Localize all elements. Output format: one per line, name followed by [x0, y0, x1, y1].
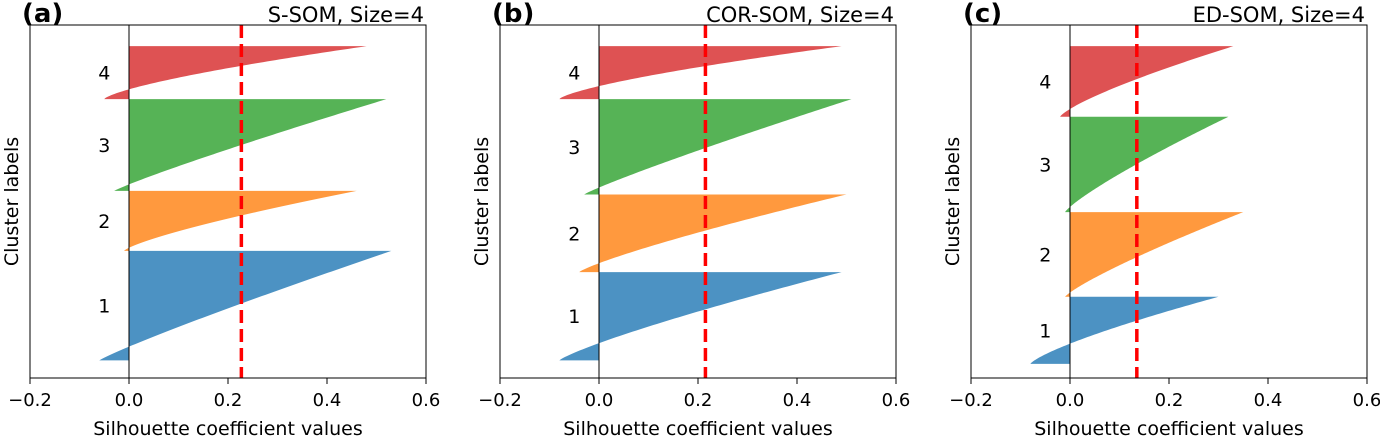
cluster-label-2: 2 [568, 223, 580, 245]
x-tick-label: 0.0 [115, 390, 144, 411]
cluster-3-silhouette [584, 99, 852, 195]
x-tick-label: 0.2 [1155, 390, 1184, 411]
cluster-label-1: 1 [1039, 320, 1051, 342]
panel-2: 1 2 3 4 −0.2 0.0 0.2 0.4 0.6 Silhouette coefficie… [471, 0, 910, 437]
y-axis-label: Cluster labels [942, 137, 964, 266]
panel-letter: (b) [492, 0, 534, 29]
cluster-label-1: 1 [98, 296, 110, 318]
cluster-label-3: 3 [1039, 154, 1051, 176]
cluster-1-silhouette [1030, 296, 1219, 364]
y-axis-label: Cluster labels [471, 137, 493, 266]
cluster-label-4: 4 [1039, 71, 1051, 93]
x-tick-label: 0.0 [1056, 390, 1085, 411]
x-axis-label: Silhouette coefficient values [563, 418, 833, 437]
cluster-label-4: 4 [568, 63, 580, 85]
x-tick-label: 0.2 [684, 390, 713, 411]
panel-letter: (a) [22, 0, 63, 29]
panel-title: S-SOM, Size=4 [268, 3, 424, 27]
cluster-3-silhouette [114, 99, 387, 191]
cluster-label-3: 3 [98, 135, 110, 157]
cluster-3-silhouette [1065, 116, 1229, 213]
x-tick-label: 0.0 [585, 390, 614, 411]
x-tick-label: 0.4 [783, 390, 812, 411]
x-tick-label: −0.2 [8, 390, 52, 411]
cluster-2-silhouette [1065, 212, 1244, 297]
cluster-label-2: 2 [1039, 244, 1051, 266]
x-axis-label: Silhouette coefficient values [93, 418, 363, 437]
panel-title: COR-SOM, Size=4 [706, 3, 894, 27]
cluster-1-silhouette [99, 250, 392, 361]
cluster-4-silhouette [104, 46, 367, 100]
x-tick-label: 0.4 [313, 390, 342, 411]
panel-letter: (c) [963, 0, 1002, 29]
x-tick-label: 0.6 [412, 390, 441, 411]
x-axis-label: Silhouette coefficient values [1034, 418, 1304, 437]
x-tick-label: −0.2 [949, 390, 993, 411]
cluster-4-silhouette [559, 46, 842, 100]
cluster-2-silhouette [124, 190, 357, 251]
cluster-4-silhouette [1060, 46, 1234, 117]
cluster-2-silhouette [579, 194, 847, 273]
y-axis-label: Cluster labels [1, 137, 23, 266]
cluster-label-1: 1 [568, 306, 580, 328]
x-tick-label: 0.6 [1353, 390, 1380, 411]
x-tick-label: 0.4 [1254, 390, 1283, 411]
panel-title: ED-SOM, Size=4 [1193, 3, 1365, 27]
cluster-label-3: 3 [568, 137, 580, 159]
axes-frame [970, 24, 1368, 379]
x-tick-label: −0.2 [478, 390, 522, 411]
cluster-label-2: 2 [98, 211, 110, 233]
x-tick-label: 0.2 [214, 390, 243, 411]
x-tick-label: 0.6 [882, 390, 911, 411]
cluster-label-4: 4 [98, 63, 110, 85]
cluster-1-silhouette [559, 272, 842, 361]
panel-1: 1 2 3 4 −0.2 0.0 0.2 0.4 0.6 Silhouette coefficie… [1, 0, 440, 437]
panel-3: 1 2 3 4 −0.2 0.0 0.2 0.4 0.6 Silhouette coefficie… [942, 0, 1380, 437]
